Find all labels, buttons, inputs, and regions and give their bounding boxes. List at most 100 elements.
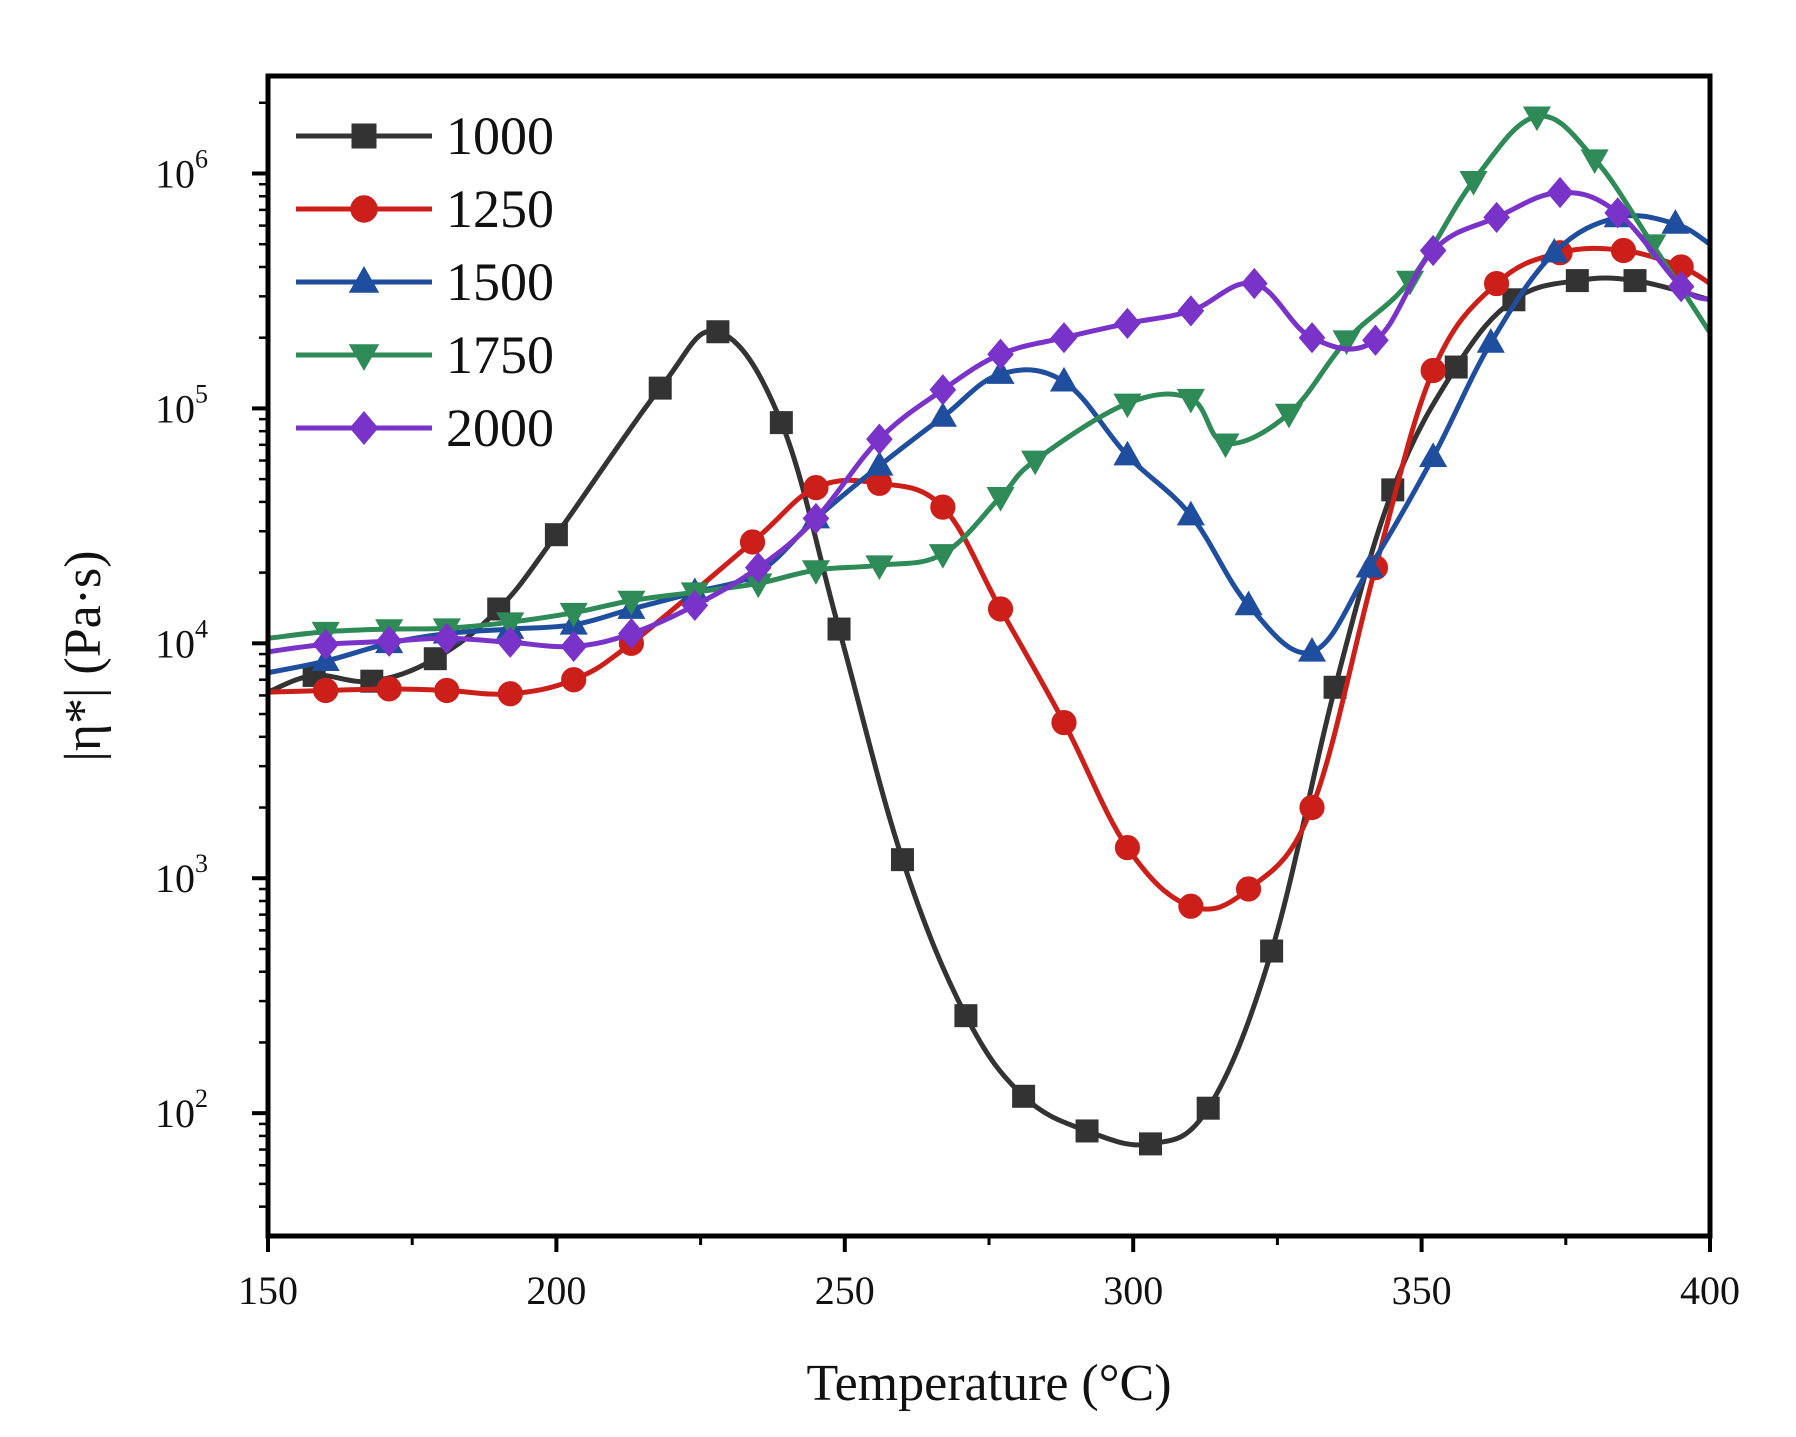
x-tick-label: 250 [815, 1268, 875, 1313]
data-point-1750 [1522, 106, 1552, 132]
data-point-1000 [1196, 1096, 1220, 1120]
legend-marker [349, 411, 379, 445]
x-tick-label: 150 [238, 1268, 298, 1313]
y-tick-label: 104 [155, 614, 208, 666]
y-tick-base: 10 [155, 621, 195, 666]
data-point-1000 [706, 320, 730, 344]
data-point-1000 [1012, 1084, 1036, 1108]
data-point-2000 [1483, 201, 1510, 234]
legend-label: 1500 [446, 252, 554, 312]
data-point-1250 [1235, 876, 1262, 902]
data-point-2000 [496, 626, 524, 658]
data-point-2000 [1362, 324, 1389, 356]
y-tick-exponent: 2 [195, 1084, 208, 1113]
data-point-2000 [1604, 197, 1632, 229]
data-point-1750 [496, 612, 525, 637]
data-point-1500 [928, 402, 957, 427]
data-point-1250 [1483, 270, 1510, 297]
legend-item-1250: 1250 [296, 179, 554, 239]
x-tick-label: 350 [1392, 1268, 1452, 1313]
data-point-1250 [1610, 237, 1637, 264]
data-point-2000 [375, 625, 403, 657]
legend-item-1000: 1000 [296, 106, 554, 166]
data-point-1250 [434, 677, 460, 704]
y-tick-label: 102 [155, 1084, 208, 1136]
data-point-1500 [1540, 237, 1569, 263]
data-point-1000 [544, 523, 568, 547]
data-point-1500 [1661, 209, 1690, 234]
y-tick-base: 10 [155, 1091, 195, 1136]
x-tick-label: 200 [526, 1268, 586, 1313]
data-point-1250 [739, 529, 766, 555]
data-point-1250 [987, 596, 1014, 622]
data-point-1750 [1459, 171, 1488, 196]
data-point-1500 [1419, 442, 1448, 468]
data-point-1000 [769, 411, 793, 435]
data-point-2000 [618, 617, 645, 650]
legend-label: 1000 [446, 106, 554, 166]
data-point-1750 [1113, 393, 1142, 419]
data-point-1750 [1021, 450, 1050, 476]
data-point-1750 [1176, 388, 1205, 414]
data-point-2000 [1546, 176, 1574, 209]
data-point-1250 [376, 676, 402, 702]
data-point-1750 [928, 544, 957, 569]
y-tick-exponent: 5 [195, 379, 208, 408]
data-point-2000 [681, 589, 709, 622]
data-point-1500 [1297, 637, 1327, 662]
data-point-1250 [1114, 835, 1141, 861]
data-point-1000 [954, 1004, 978, 1028]
data-point-1500 [1176, 500, 1205, 526]
legend-label: 2000 [446, 398, 554, 458]
series-line-1000 [267, 275, 1711, 1148]
data-point-1250 [497, 681, 523, 707]
data-point-1250 [803, 475, 829, 501]
legend-marker [348, 344, 380, 372]
y-tick-base: 10 [155, 856, 195, 901]
data-point-1000 [890, 848, 914, 872]
y-axis-title: |η*| (Pa·s) [55, 550, 112, 761]
data-point-1500 [1234, 590, 1263, 616]
legend-item-1500: 1500 [296, 252, 554, 312]
y-tick-exponent: 3 [195, 849, 208, 878]
data-point-1750 [986, 487, 1015, 512]
data-point-1500 [865, 450, 894, 476]
data-point-2000 [1177, 295, 1205, 327]
data-point-2000 [312, 628, 339, 660]
data-point-1250 [930, 494, 956, 520]
data-point-1750 [1211, 433, 1240, 459]
data-point-2000 [1114, 307, 1141, 340]
legend-marker [348, 265, 380, 293]
data-point-2000 [1050, 322, 1078, 354]
data-point-1000 [423, 647, 447, 671]
data-point-2000 [929, 374, 957, 406]
data-point-1500 [1355, 552, 1384, 578]
data-point-2000 [744, 552, 772, 584]
legend-item-1750: 1750 [296, 325, 554, 385]
legend-marker [350, 195, 378, 223]
y-tick-exponent: 4 [195, 614, 208, 643]
data-point-2000 [866, 423, 893, 455]
data-point-2000 [1241, 267, 1268, 300]
data-point-1000 [1260, 939, 1284, 963]
y-tick-base: 10 [155, 386, 195, 431]
y-tick-exponent: 6 [195, 144, 208, 173]
data-point-1750 [1332, 330, 1361, 356]
data-point-1750 [1274, 403, 1303, 429]
data-point-1750 [559, 602, 588, 628]
data-point-1500 [986, 359, 1015, 384]
series-2000 [267, 176, 1712, 663]
data-point-1250 [313, 677, 339, 704]
data-point-1750 [865, 555, 894, 580]
data-point-2000 [1419, 234, 1447, 267]
data-point-1000 [1565, 269, 1589, 293]
data-point-2000 [1298, 322, 1326, 354]
data-point-1250 [1178, 893, 1204, 919]
legend-label: 1750 [446, 325, 554, 385]
data-point-1000 [1075, 1119, 1099, 1143]
data-point-1500 [1476, 328, 1505, 353]
x-tick-label: 300 [1103, 1268, 1163, 1313]
x-tick-label: 400 [1680, 1268, 1740, 1313]
legend-marker [351, 123, 377, 149]
